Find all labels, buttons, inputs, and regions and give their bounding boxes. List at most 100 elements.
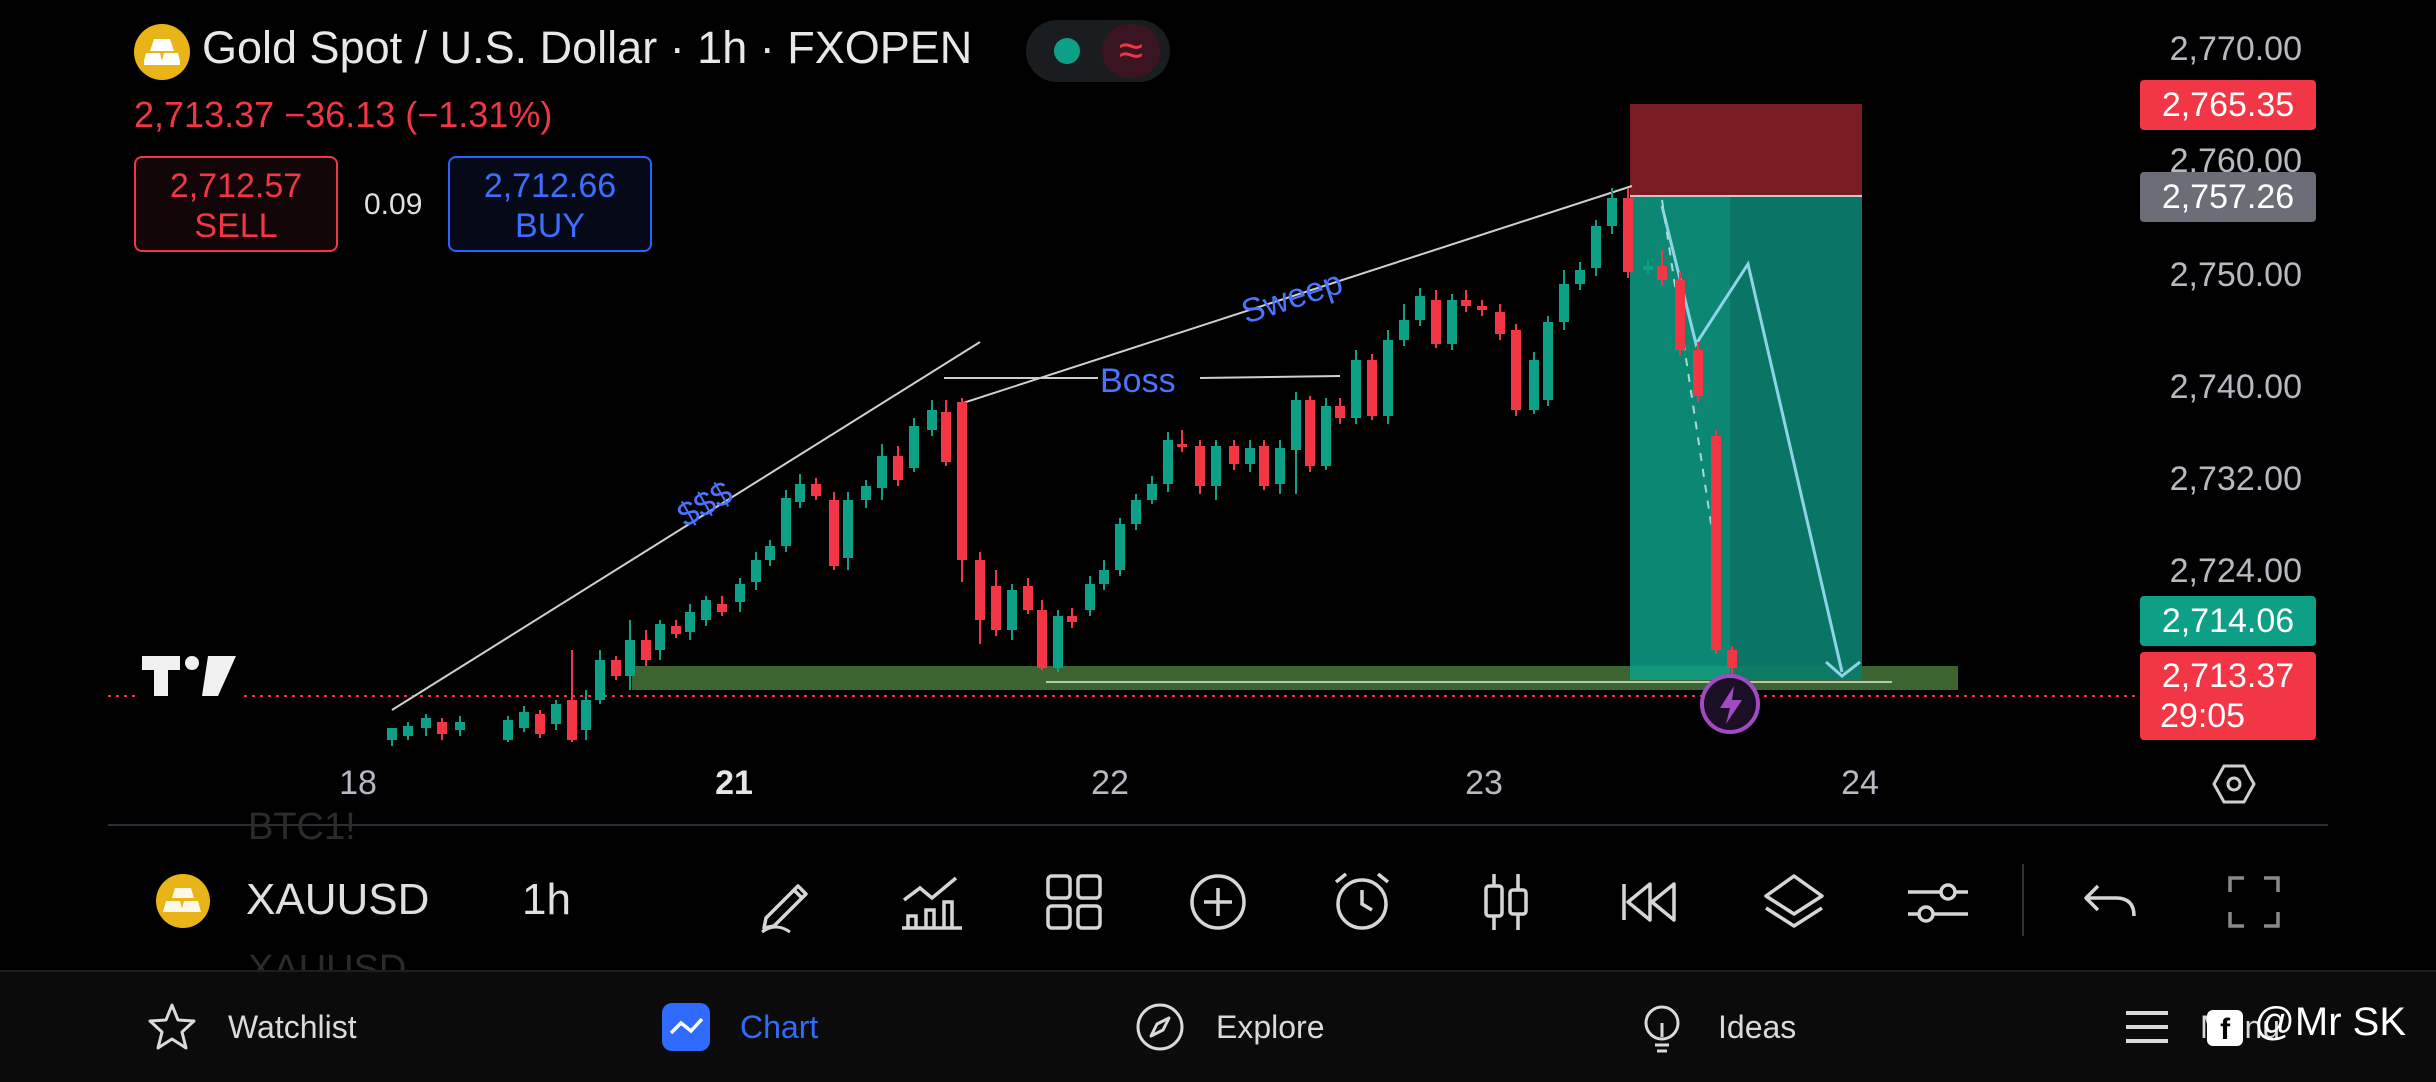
fullscreen-icon[interactable]: [2218, 866, 2290, 938]
price-change: 2,713.37 −36.13 (−1.31%): [134, 94, 553, 135]
annotation-boss: Boss: [1100, 362, 1176, 400]
projection-arrowhead: [1825, 660, 1861, 678]
buy-price: 2,712.66: [483, 167, 617, 205]
trendline-sss: [391, 341, 981, 711]
candle-body: [595, 660, 605, 700]
lightning-icon: [1720, 686, 1742, 724]
layers-icon[interactable]: [1758, 866, 1830, 938]
time-label-22: 22: [1091, 764, 1129, 802]
candle-body: [1115, 524, 1125, 570]
bottom-navigation: Watchlist Chart Explore Ideas Menu: [0, 970, 2436, 1082]
price-label-2750: 2,750.00: [2169, 256, 2302, 294]
nav-watchlist[interactable]: Watchlist: [146, 972, 357, 1082]
nav-ideas[interactable]: Ideas: [1636, 972, 1796, 1082]
candle-body: [1085, 584, 1095, 610]
candle-body: [567, 700, 577, 740]
candle-body: [1305, 400, 1315, 466]
candle-body: [1415, 296, 1425, 320]
price-tag-stop: 2,765.35: [2140, 80, 2316, 130]
gold-symbol-icon: [134, 24, 190, 80]
indicators-icon[interactable]: [896, 866, 968, 938]
candle-body: [1657, 266, 1667, 280]
tradingview-logo: [138, 650, 240, 702]
plus-circle-icon[interactable]: [1182, 866, 1254, 938]
candle-body: [625, 640, 635, 676]
chart-divider: [108, 824, 2328, 826]
nav-ideas-label: Ideas: [1718, 1008, 1797, 1045]
candle-body: [1575, 270, 1585, 284]
candle-body: [927, 410, 937, 430]
candle-body: [1367, 360, 1377, 416]
market-open-dot: [1054, 38, 1080, 64]
candle-body: [671, 626, 681, 634]
rewind-icon[interactable]: [1614, 866, 1686, 938]
candle-body: [403, 726, 413, 736]
projection-dashed: [1661, 199, 1713, 531]
candle-body: [877, 456, 887, 488]
undo-icon[interactable]: [2074, 866, 2146, 938]
candle-body: [829, 500, 839, 566]
spread-value: 0.09: [364, 188, 423, 221]
candle-body: [991, 586, 1001, 630]
candle-body: [1495, 312, 1505, 334]
candle-body: [795, 484, 805, 502]
candle-body: [975, 560, 985, 620]
candles: [387, 188, 1737, 746]
symbol-title[interactable]: Gold Spot / U.S. Dollar · 1h · FXOPEN: [202, 22, 973, 73]
candle-body: [1591, 226, 1601, 268]
price-label-2740: 2,740.00: [2169, 368, 2302, 406]
candle-body: [519, 712, 529, 728]
candle-body: [1529, 360, 1539, 410]
candle-body: [701, 600, 711, 620]
candle-body: [1623, 198, 1633, 272]
candle-body: [1477, 306, 1487, 310]
alarm-icon[interactable]: [1326, 866, 1398, 938]
candle-body: [717, 604, 727, 612]
facebook-icon: f: [2207, 1010, 2244, 1046]
sliders-icon[interactable]: [1902, 866, 1974, 938]
candle-body: [1431, 300, 1441, 344]
nav-explore[interactable]: Explore: [1134, 972, 1325, 1082]
candle-body: [437, 722, 447, 734]
time-label-18: 18: [339, 764, 377, 802]
candle-body: [581, 700, 591, 730]
hamburger-icon: [2126, 1011, 2168, 1043]
current-price: 2,713.37: [2161, 657, 2295, 695]
candle-body: [1607, 198, 1617, 226]
nav-chart[interactable]: Chart: [662, 972, 818, 1082]
price-tag-current: 2,713.37 29:05: [2140, 652, 2316, 740]
timeframe-selector[interactable]: 1h: [522, 875, 571, 924]
lightbulb-icon: [1644, 1005, 1680, 1053]
chart-settings-icon[interactable]: [2210, 760, 2258, 808]
candle-body: [1559, 284, 1569, 322]
watermark-text: @Mr SK: [2254, 1000, 2406, 1044]
sell-button[interactable]: 2,712.57 SELL: [134, 156, 338, 252]
candle-body: [861, 486, 871, 500]
price-chart[interactable]: $$$ Boss Sweep: [0, 0, 2436, 830]
candle-body: [765, 546, 775, 560]
candle-body: [1177, 444, 1187, 447]
candle-body: [503, 720, 513, 740]
stop-loss-zone: [1630, 104, 1862, 196]
candles-icon[interactable]: [1470, 866, 1542, 938]
grid-icon[interactable]: [1038, 866, 1110, 938]
candle-body: [551, 704, 561, 724]
candle-body: [611, 660, 621, 676]
pencil-icon[interactable]: [752, 866, 824, 938]
candle-body: [843, 500, 853, 558]
candle-body: [1007, 590, 1017, 630]
candle-body: [1335, 406, 1345, 418]
symbol-selector[interactable]: XAUUSD: [246, 875, 430, 924]
buy-button[interactable]: 2,712.66 BUY: [448, 156, 652, 252]
candle-body: [1643, 266, 1653, 270]
candle-body: [1447, 300, 1457, 344]
lightning-marker[interactable]: [1700, 674, 1760, 734]
buy-label: BUY: [515, 207, 585, 245]
toolbar-separator: [2022, 864, 2024, 936]
candle-body: [1275, 448, 1285, 484]
market-status-pill[interactable]: ≈: [1026, 20, 1170, 82]
candle-body: [1195, 446, 1205, 486]
sell-label: SELL: [194, 207, 278, 245]
price-label-2724: 2,724.00: [2169, 552, 2302, 590]
candle-body: [1131, 500, 1141, 524]
